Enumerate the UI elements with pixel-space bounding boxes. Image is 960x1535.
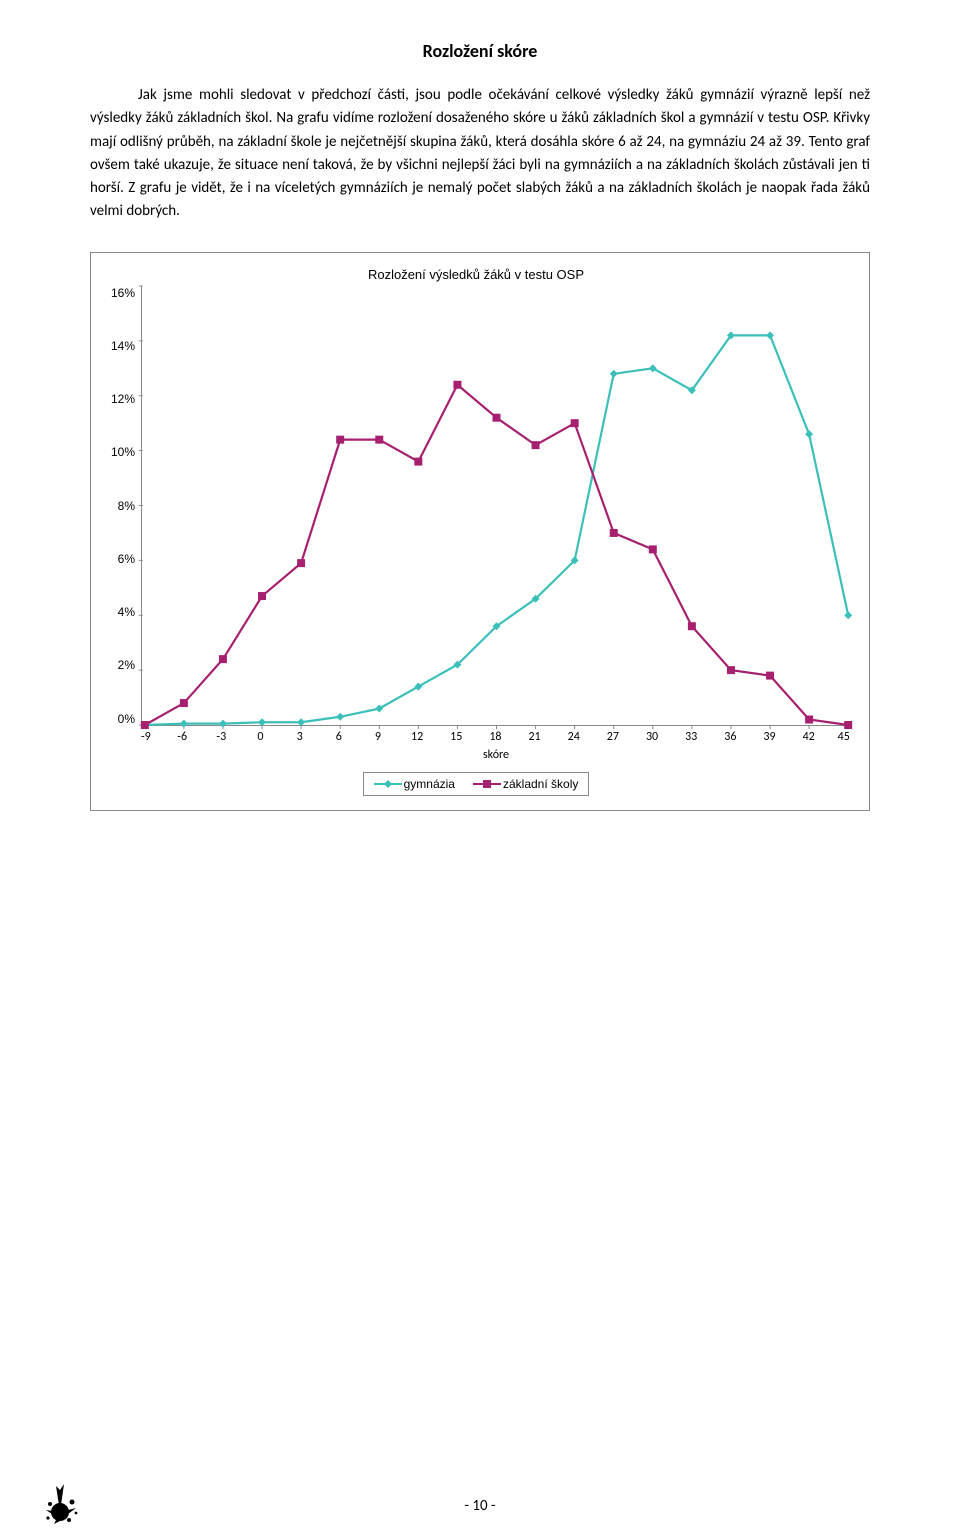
series-marker <box>453 380 461 388</box>
y-tick-label: 12% <box>111 392 135 406</box>
x-tick-label: 27 <box>593 730 632 744</box>
legend-box: gymnázia základní školy <box>363 772 590 796</box>
x-axis: -9-6-30369121518212427303336394245 <box>141 730 851 744</box>
x-tick-label: 36 <box>711 730 750 744</box>
series-line <box>145 384 848 724</box>
x-tick-label: 24 <box>554 730 593 744</box>
series-marker <box>493 413 501 421</box>
series-marker <box>844 721 852 729</box>
series-marker <box>610 369 618 377</box>
series-marker <box>688 622 696 630</box>
x-tick-label: 39 <box>750 730 789 744</box>
series-marker <box>766 331 774 339</box>
y-tick-label: 4% <box>118 605 135 619</box>
series-marker <box>258 592 266 600</box>
x-tick-label: 30 <box>632 730 671 744</box>
legend-item: základní školy <box>473 777 578 791</box>
y-tick-label: 6% <box>118 552 135 566</box>
x-tick-label: 15 <box>437 730 476 744</box>
legend-label: základní školy <box>503 777 578 791</box>
legend-swatch <box>473 778 501 790</box>
series-marker <box>571 419 579 427</box>
legend: gymnázia základní školy <box>101 772 851 796</box>
x-tick-label: -3 <box>202 730 241 744</box>
series-marker <box>649 545 657 553</box>
x-tick-label: 9 <box>358 730 397 744</box>
series-marker <box>258 718 266 726</box>
chart-title: Rozložení výsledků žáků v testu OSP <box>101 267 851 282</box>
x-tick-label: -9 <box>141 730 163 744</box>
series-marker <box>766 671 774 679</box>
series-marker <box>219 719 227 727</box>
page-number: - 10 - <box>0 1497 960 1515</box>
series-marker <box>375 435 383 443</box>
page: Rozložení skóre Jak jsme mohli sledovat … <box>0 0 960 1535</box>
series-marker <box>610 528 618 536</box>
x-tick-label: 12 <box>398 730 437 744</box>
y-tick-label: 0% <box>118 712 135 726</box>
series-marker <box>297 559 305 567</box>
x-tick-label: 33 <box>672 730 711 744</box>
plot-area <box>141 286 851 726</box>
series-marker <box>532 441 540 449</box>
series-marker <box>414 457 422 465</box>
series-marker <box>336 712 344 720</box>
y-tick-label: 8% <box>118 499 135 513</box>
series-line <box>145 335 848 725</box>
series-marker <box>805 430 813 438</box>
series-marker <box>219 655 227 663</box>
chart-svg <box>142 286 851 725</box>
series-marker <box>141 721 149 729</box>
x-tick-label: 45 <box>828 730 850 744</box>
x-tick-label: 3 <box>280 730 319 744</box>
legend-item: gymnázia <box>374 777 455 791</box>
series-marker <box>727 666 735 674</box>
chart-container: Rozložení výsledků žáků v testu OSP 16%1… <box>90 252 870 811</box>
y-axis: 16% 14% 12% 10% 8% 6% 4% 2% 0% <box>101 286 141 726</box>
series-marker <box>805 715 813 723</box>
body-paragraph: Jak jsme mohli sledovat v předchozí část… <box>90 84 870 224</box>
ink-splat-icon <box>42 1480 82 1525</box>
series-marker <box>844 611 852 619</box>
x-tick-label: 0 <box>241 730 280 744</box>
y-tick-label: 14% <box>111 339 135 353</box>
x-tick-label: 42 <box>789 730 828 744</box>
series-marker <box>336 435 344 443</box>
section-title: Rozložení skóre <box>90 40 870 62</box>
x-tick-label: 18 <box>476 730 515 744</box>
plot-wrap: 16% 14% 12% 10% 8% 6% 4% 2% 0% <box>101 286 851 726</box>
y-tick-label: 10% <box>111 445 135 459</box>
series-marker <box>297 718 305 726</box>
x-axis-label: skóre <box>141 748 851 762</box>
x-tick-label: 6 <box>319 730 358 744</box>
series-marker <box>180 719 188 727</box>
x-tick-label: -6 <box>163 730 202 744</box>
legend-label: gymnázia <box>404 777 455 791</box>
legend-swatch <box>374 778 402 790</box>
y-tick-label: 2% <box>118 658 135 672</box>
y-tick-label: 16% <box>111 286 135 300</box>
x-tick-label: 21 <box>515 730 554 744</box>
series-marker <box>180 699 188 707</box>
